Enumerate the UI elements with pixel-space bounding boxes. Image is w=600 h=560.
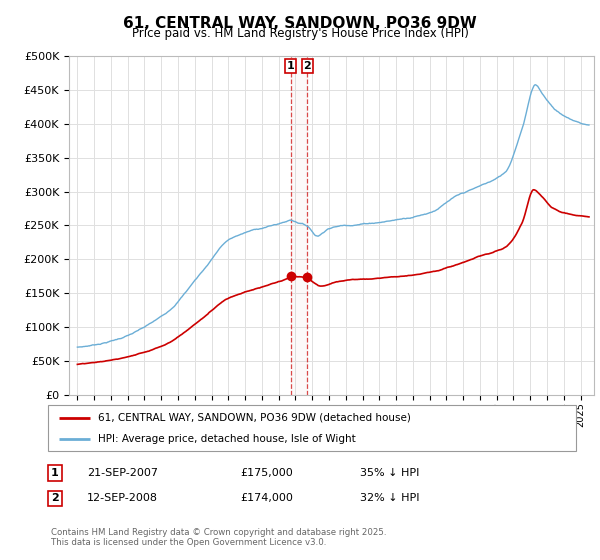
Text: 61, CENTRAL WAY, SANDOWN, PO36 9DW: 61, CENTRAL WAY, SANDOWN, PO36 9DW xyxy=(123,16,477,31)
Text: 12-SEP-2008: 12-SEP-2008 xyxy=(87,493,158,503)
Text: 2: 2 xyxy=(51,493,59,503)
Text: HPI: Average price, detached house, Isle of Wight: HPI: Average price, detached house, Isle… xyxy=(98,435,356,444)
Text: 35% ↓ HPI: 35% ↓ HPI xyxy=(360,468,419,478)
Text: Price paid vs. HM Land Registry's House Price Index (HPI): Price paid vs. HM Land Registry's House … xyxy=(131,27,469,40)
Text: 1: 1 xyxy=(51,468,59,478)
Text: Contains HM Land Registry data © Crown copyright and database right 2025.
This d: Contains HM Land Registry data © Crown c… xyxy=(51,528,386,547)
Bar xyxy=(291,56,307,395)
Text: 61, CENTRAL WAY, SANDOWN, PO36 9DW (detached house): 61, CENTRAL WAY, SANDOWN, PO36 9DW (deta… xyxy=(98,413,411,423)
Text: 1: 1 xyxy=(287,61,295,71)
Text: 2: 2 xyxy=(304,61,311,71)
Text: £174,000: £174,000 xyxy=(240,493,293,503)
Text: 32% ↓ HPI: 32% ↓ HPI xyxy=(360,493,419,503)
Text: 21-SEP-2007: 21-SEP-2007 xyxy=(87,468,158,478)
Text: £175,000: £175,000 xyxy=(240,468,293,478)
